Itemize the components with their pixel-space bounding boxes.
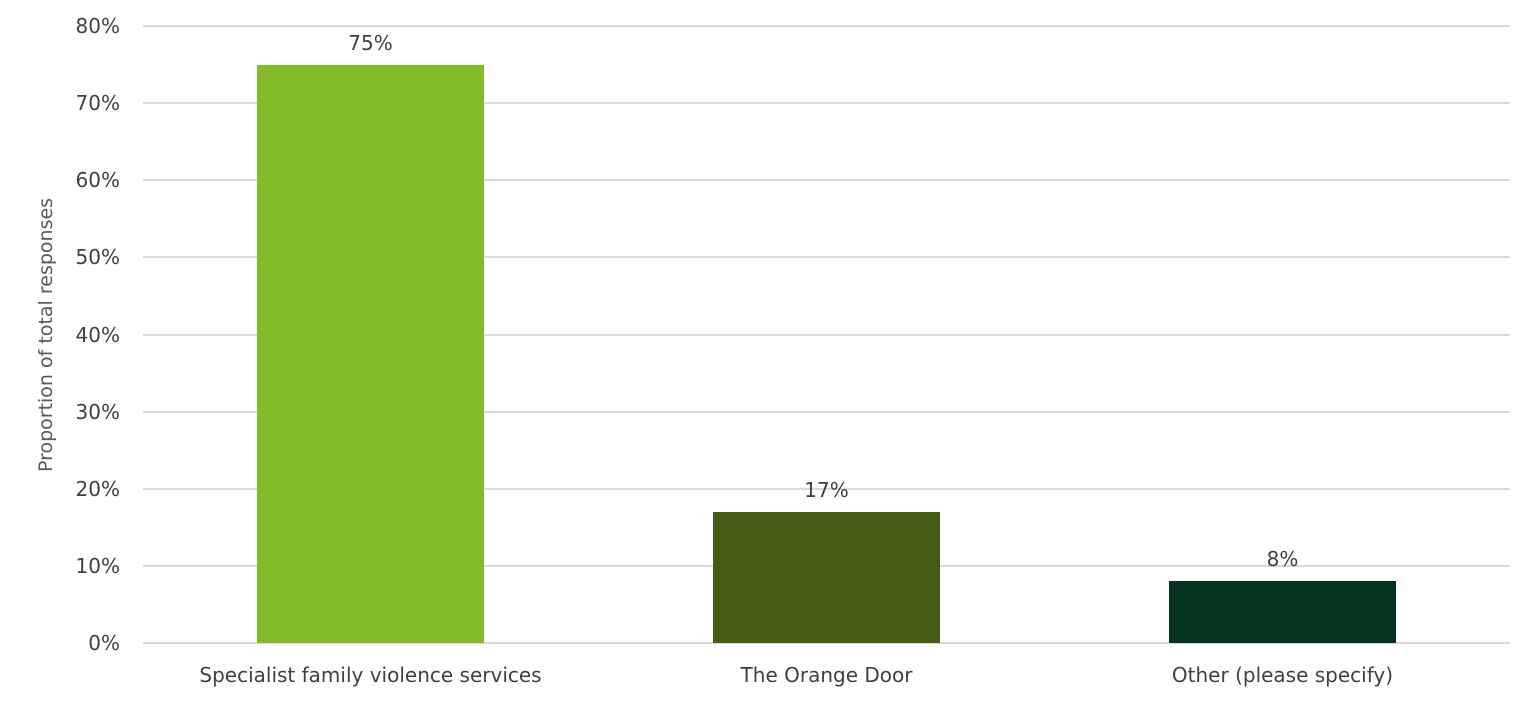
data-label: 8%: [1266, 547, 1299, 572]
gridline: [143, 642, 1510, 644]
gridline: [143, 179, 1510, 182]
bar: [713, 511, 940, 643]
gridline: [143, 410, 1510, 413]
gridline: [143, 25, 1510, 27]
bar: [257, 64, 484, 643]
y-tick-label: 60%: [75, 168, 120, 193]
y-tick-label: 20%: [75, 476, 120, 501]
gridline: [143, 487, 1510, 490]
gridline: [143, 333, 1510, 336]
data-label: 17%: [804, 477, 849, 502]
x-tick-label: The Orange Door: [740, 663, 913, 687]
x-tick-label: Specialist family violence services: [199, 663, 542, 687]
y-tick-label: 50%: [75, 245, 120, 270]
y-tick-label: 70%: [75, 91, 120, 116]
data-label: 75%: [348, 30, 393, 55]
y-tick-label: 80%: [75, 14, 120, 38]
y-tick-label: 30%: [75, 399, 120, 424]
bar: [1169, 581, 1396, 643]
gridline: [143, 102, 1510, 105]
x-tick-label: Other (please specify): [1171, 663, 1394, 687]
y-tick-label: 40%: [75, 322, 120, 347]
y-tick-label: 0%: [88, 631, 120, 655]
y-tick-label: 10%: [75, 553, 120, 578]
gridline: [143, 256, 1510, 259]
